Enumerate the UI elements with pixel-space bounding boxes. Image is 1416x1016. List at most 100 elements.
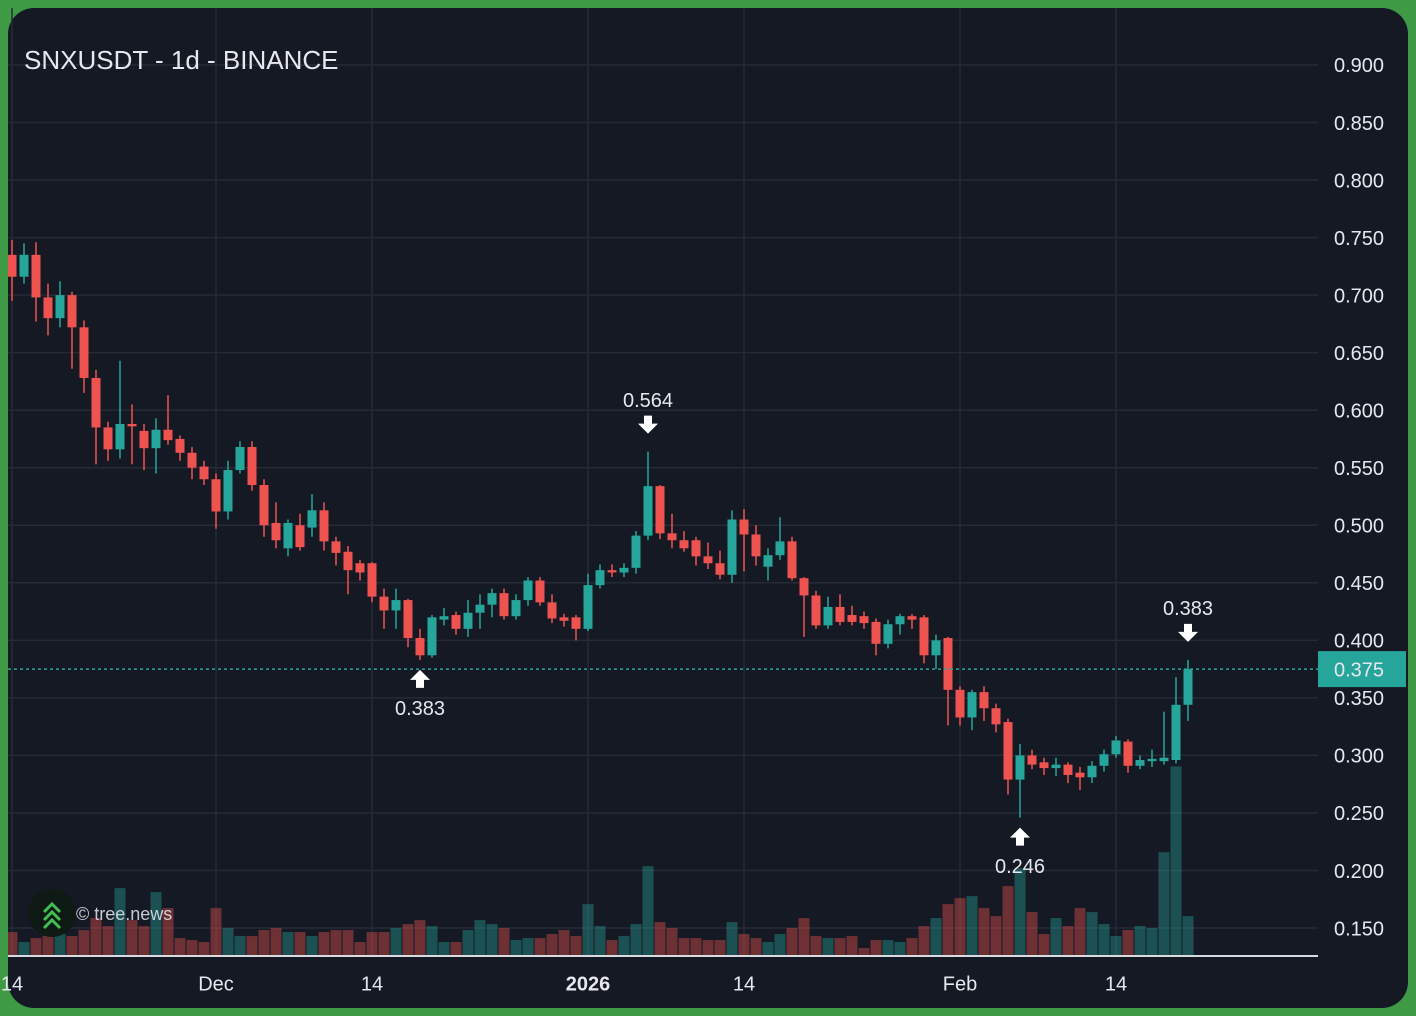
volume-bar bbox=[894, 942, 906, 956]
candle-body bbox=[1051, 764, 1061, 769]
volume-bar bbox=[846, 936, 858, 956]
volume-bar bbox=[474, 920, 486, 956]
candle-body bbox=[787, 541, 797, 579]
volume-bar bbox=[390, 928, 402, 956]
candle-body bbox=[451, 615, 461, 629]
panel bbox=[8, 8, 1408, 1008]
volume-bar bbox=[546, 934, 558, 956]
logo-mark bbox=[42, 901, 62, 930]
candle-body bbox=[895, 616, 905, 625]
candle-body bbox=[727, 519, 737, 575]
volume-bar bbox=[126, 920, 138, 956]
volume-bar bbox=[798, 918, 810, 956]
volume-bar bbox=[1146, 928, 1158, 956]
volume-bar bbox=[1170, 766, 1182, 956]
candle-body bbox=[751, 534, 761, 557]
candle-body bbox=[955, 689, 965, 718]
x-tick-label: 14 bbox=[361, 973, 383, 995]
candle-body bbox=[799, 578, 809, 596]
candle-body bbox=[1183, 669, 1193, 705]
candle-body bbox=[775, 541, 785, 556]
volume-bar bbox=[186, 940, 198, 956]
y-tick-label: 0.150 bbox=[1334, 918, 1384, 940]
candle-body bbox=[691, 540, 701, 557]
x-tick-label: Feb bbox=[943, 973, 977, 995]
candle-body bbox=[79, 327, 89, 378]
volume-bar bbox=[306, 936, 318, 956]
grid bbox=[8, 8, 1318, 956]
candle-body bbox=[1111, 740, 1121, 755]
candle-body bbox=[163, 429, 173, 441]
volume-bar bbox=[1110, 936, 1122, 956]
candle-body bbox=[43, 297, 53, 319]
last-price-box bbox=[1318, 651, 1406, 688]
volume-bar bbox=[918, 926, 930, 956]
volume-bar bbox=[714, 940, 726, 956]
volume-bar bbox=[978, 908, 990, 956]
volume-bar bbox=[858, 948, 870, 956]
volume-bar bbox=[1050, 918, 1062, 956]
volume-bar bbox=[282, 932, 294, 956]
candle-body bbox=[31, 254, 41, 298]
candle-body bbox=[967, 692, 977, 718]
candle-body bbox=[1075, 772, 1085, 778]
volume-bar bbox=[1026, 912, 1038, 956]
candle-body bbox=[247, 447, 257, 485]
y-tick-label: 0.350 bbox=[1334, 688, 1384, 710]
volume-bar bbox=[522, 938, 534, 956]
volume-bar bbox=[1002, 886, 1014, 956]
candle-body bbox=[475, 604, 485, 613]
candle-body bbox=[487, 593, 497, 605]
candle-body bbox=[211, 479, 221, 512]
volume-bar bbox=[90, 918, 102, 956]
volume-bar bbox=[498, 928, 510, 956]
y-tick-label: 0.300 bbox=[1334, 746, 1384, 768]
candle-body bbox=[151, 429, 161, 449]
volume-bar bbox=[930, 918, 942, 956]
volume-bar bbox=[702, 940, 714, 956]
volume-bar bbox=[774, 934, 786, 956]
volume-bar bbox=[642, 866, 654, 956]
candle-body bbox=[511, 600, 521, 617]
candle-body bbox=[835, 606, 845, 622]
candle-body bbox=[271, 522, 281, 541]
candle-body bbox=[1135, 760, 1145, 766]
volume-bar bbox=[1098, 924, 1110, 956]
candle-body bbox=[8, 254, 17, 277]
volume-bar bbox=[582, 904, 594, 956]
volume-bar bbox=[762, 942, 774, 956]
candle-body bbox=[1027, 755, 1037, 765]
candle-body bbox=[583, 585, 593, 629]
volume-bar bbox=[18, 942, 30, 956]
volume-bar bbox=[882, 940, 894, 956]
volume-bar bbox=[342, 930, 354, 956]
volume-bar bbox=[486, 924, 498, 956]
volume-bar bbox=[162, 908, 174, 956]
volume-bar bbox=[1062, 926, 1074, 956]
candle-body bbox=[1003, 722, 1013, 780]
volume-bar bbox=[378, 932, 390, 956]
candle-body bbox=[139, 430, 149, 449]
chart-title: SNXUSDT - 1d - BINANCE bbox=[24, 45, 338, 75]
candle-body bbox=[379, 596, 389, 611]
candle-body bbox=[643, 486, 653, 536]
y-tick-label: 0.650 bbox=[1334, 343, 1384, 365]
candle-layer bbox=[8, 239, 1193, 818]
volume-bar bbox=[606, 940, 618, 956]
candle-body bbox=[571, 617, 581, 629]
x-tick-label: 2026 bbox=[566, 973, 611, 995]
candle-body bbox=[175, 438, 185, 453]
volume-bar bbox=[954, 898, 966, 956]
y-tick-label: 0.700 bbox=[1334, 285, 1384, 307]
candle-body bbox=[1039, 762, 1049, 769]
volume-bar bbox=[234, 936, 246, 956]
volume-bar bbox=[666, 928, 678, 956]
volume-bar bbox=[510, 940, 522, 956]
x-tick-label: Dec bbox=[198, 973, 234, 995]
candle-body bbox=[463, 612, 473, 629]
volume-bar bbox=[462, 930, 474, 956]
volume-bar bbox=[210, 908, 222, 956]
volume-bar bbox=[222, 928, 234, 956]
volume-bar bbox=[54, 934, 66, 956]
volume-bar bbox=[1014, 868, 1026, 956]
